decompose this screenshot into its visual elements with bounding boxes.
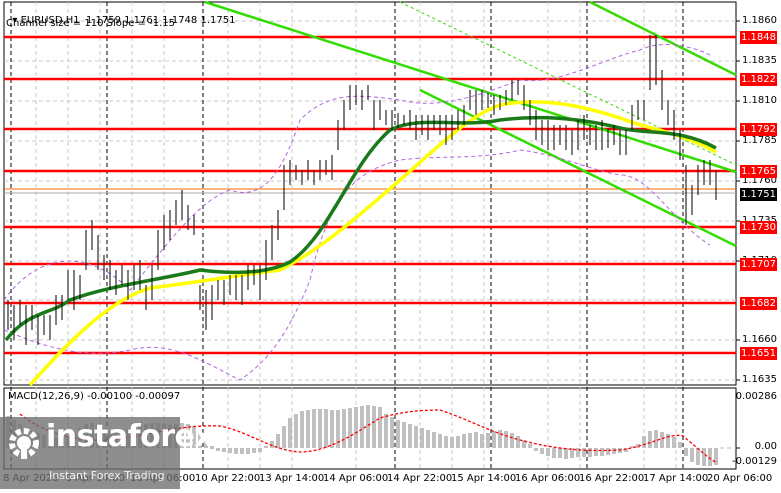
time-tick: 14 Apr 22:00 — [387, 473, 453, 484]
channel-header: Channel size = 110 Slope = -1.15 — [6, 18, 175, 29]
logo-brand: instaforex — [46, 419, 214, 454]
level-tag: 1.1651 — [740, 347, 777, 360]
level-tag: 1.1730 — [740, 221, 777, 234]
price-tick: 1.1810 — [742, 95, 777, 106]
macd-tick: 0.00286 — [735, 391, 777, 402]
price-tick: 1.1735 — [742, 215, 777, 226]
collapse-arrow-icon[interactable]: ▾ — [12, 15, 18, 26]
time-tick: 16 Apr 22:00 — [579, 473, 645, 484]
gear-logo-icon — [9, 428, 39, 459]
macd-tick: -0.00129 — [732, 456, 777, 467]
symbol-header: ▾ EURUSD,H1 1.1759 1.1761 1.1748 1.1751 — [6, 4, 235, 26]
price-tick: 1.1760 — [742, 175, 777, 186]
price-tick: 1.1635 — [742, 374, 777, 385]
level-tag: 1.1822 — [740, 73, 777, 86]
time-tick: 15 Apr 14:00 — [451, 473, 517, 484]
regression-channel — [204, 0, 737, 248]
ma-slow — [28, 100, 717, 387]
level-tag: 1.1707 — [740, 258, 777, 271]
candles — [7, 35, 717, 345]
price-tick: 1.1860 — [742, 15, 777, 26]
time-tick: 10 Apr 22:00 — [195, 473, 261, 484]
level-tag: 1.1792 — [740, 123, 777, 136]
current-price-tag: 1.1751 — [740, 188, 777, 201]
support-resistance-lines — [4, 35, 736, 355]
level-tag: 1.1848 — [740, 31, 777, 44]
macd-header: MACD(12,26,9) -0.00100 -0.00097 — [8, 391, 181, 402]
time-tick: 14 Apr 06:00 — [323, 473, 389, 484]
time-tick: 16 Apr 06:00 — [515, 473, 581, 484]
price-tick: 1.1660 — [742, 334, 777, 345]
price-tick: 1.1835 — [742, 55, 777, 66]
macd-tick: 0.00 — [754, 441, 777, 452]
instaforex-logo: instaforex Instant Forex Trading — [0, 417, 214, 489]
level-tag: 1.1682 — [740, 297, 777, 310]
level-tag: 1.1765 — [740, 165, 777, 178]
time-tick: 20 Apr 06:00 — [707, 473, 773, 484]
ohlc-label: EURUSD,H1 1.1759 1.1761 1.1748 1.1751 — [20, 15, 236, 26]
price-tick: 1.1785 — [742, 135, 777, 146]
time-tick: 17 Apr 14:00 — [643, 473, 709, 484]
logo-tagline: Instant Forex Trading — [49, 469, 165, 482]
ma-fast — [4, 115, 717, 342]
time-tick: 13 Apr 14:00 — [259, 473, 325, 484]
